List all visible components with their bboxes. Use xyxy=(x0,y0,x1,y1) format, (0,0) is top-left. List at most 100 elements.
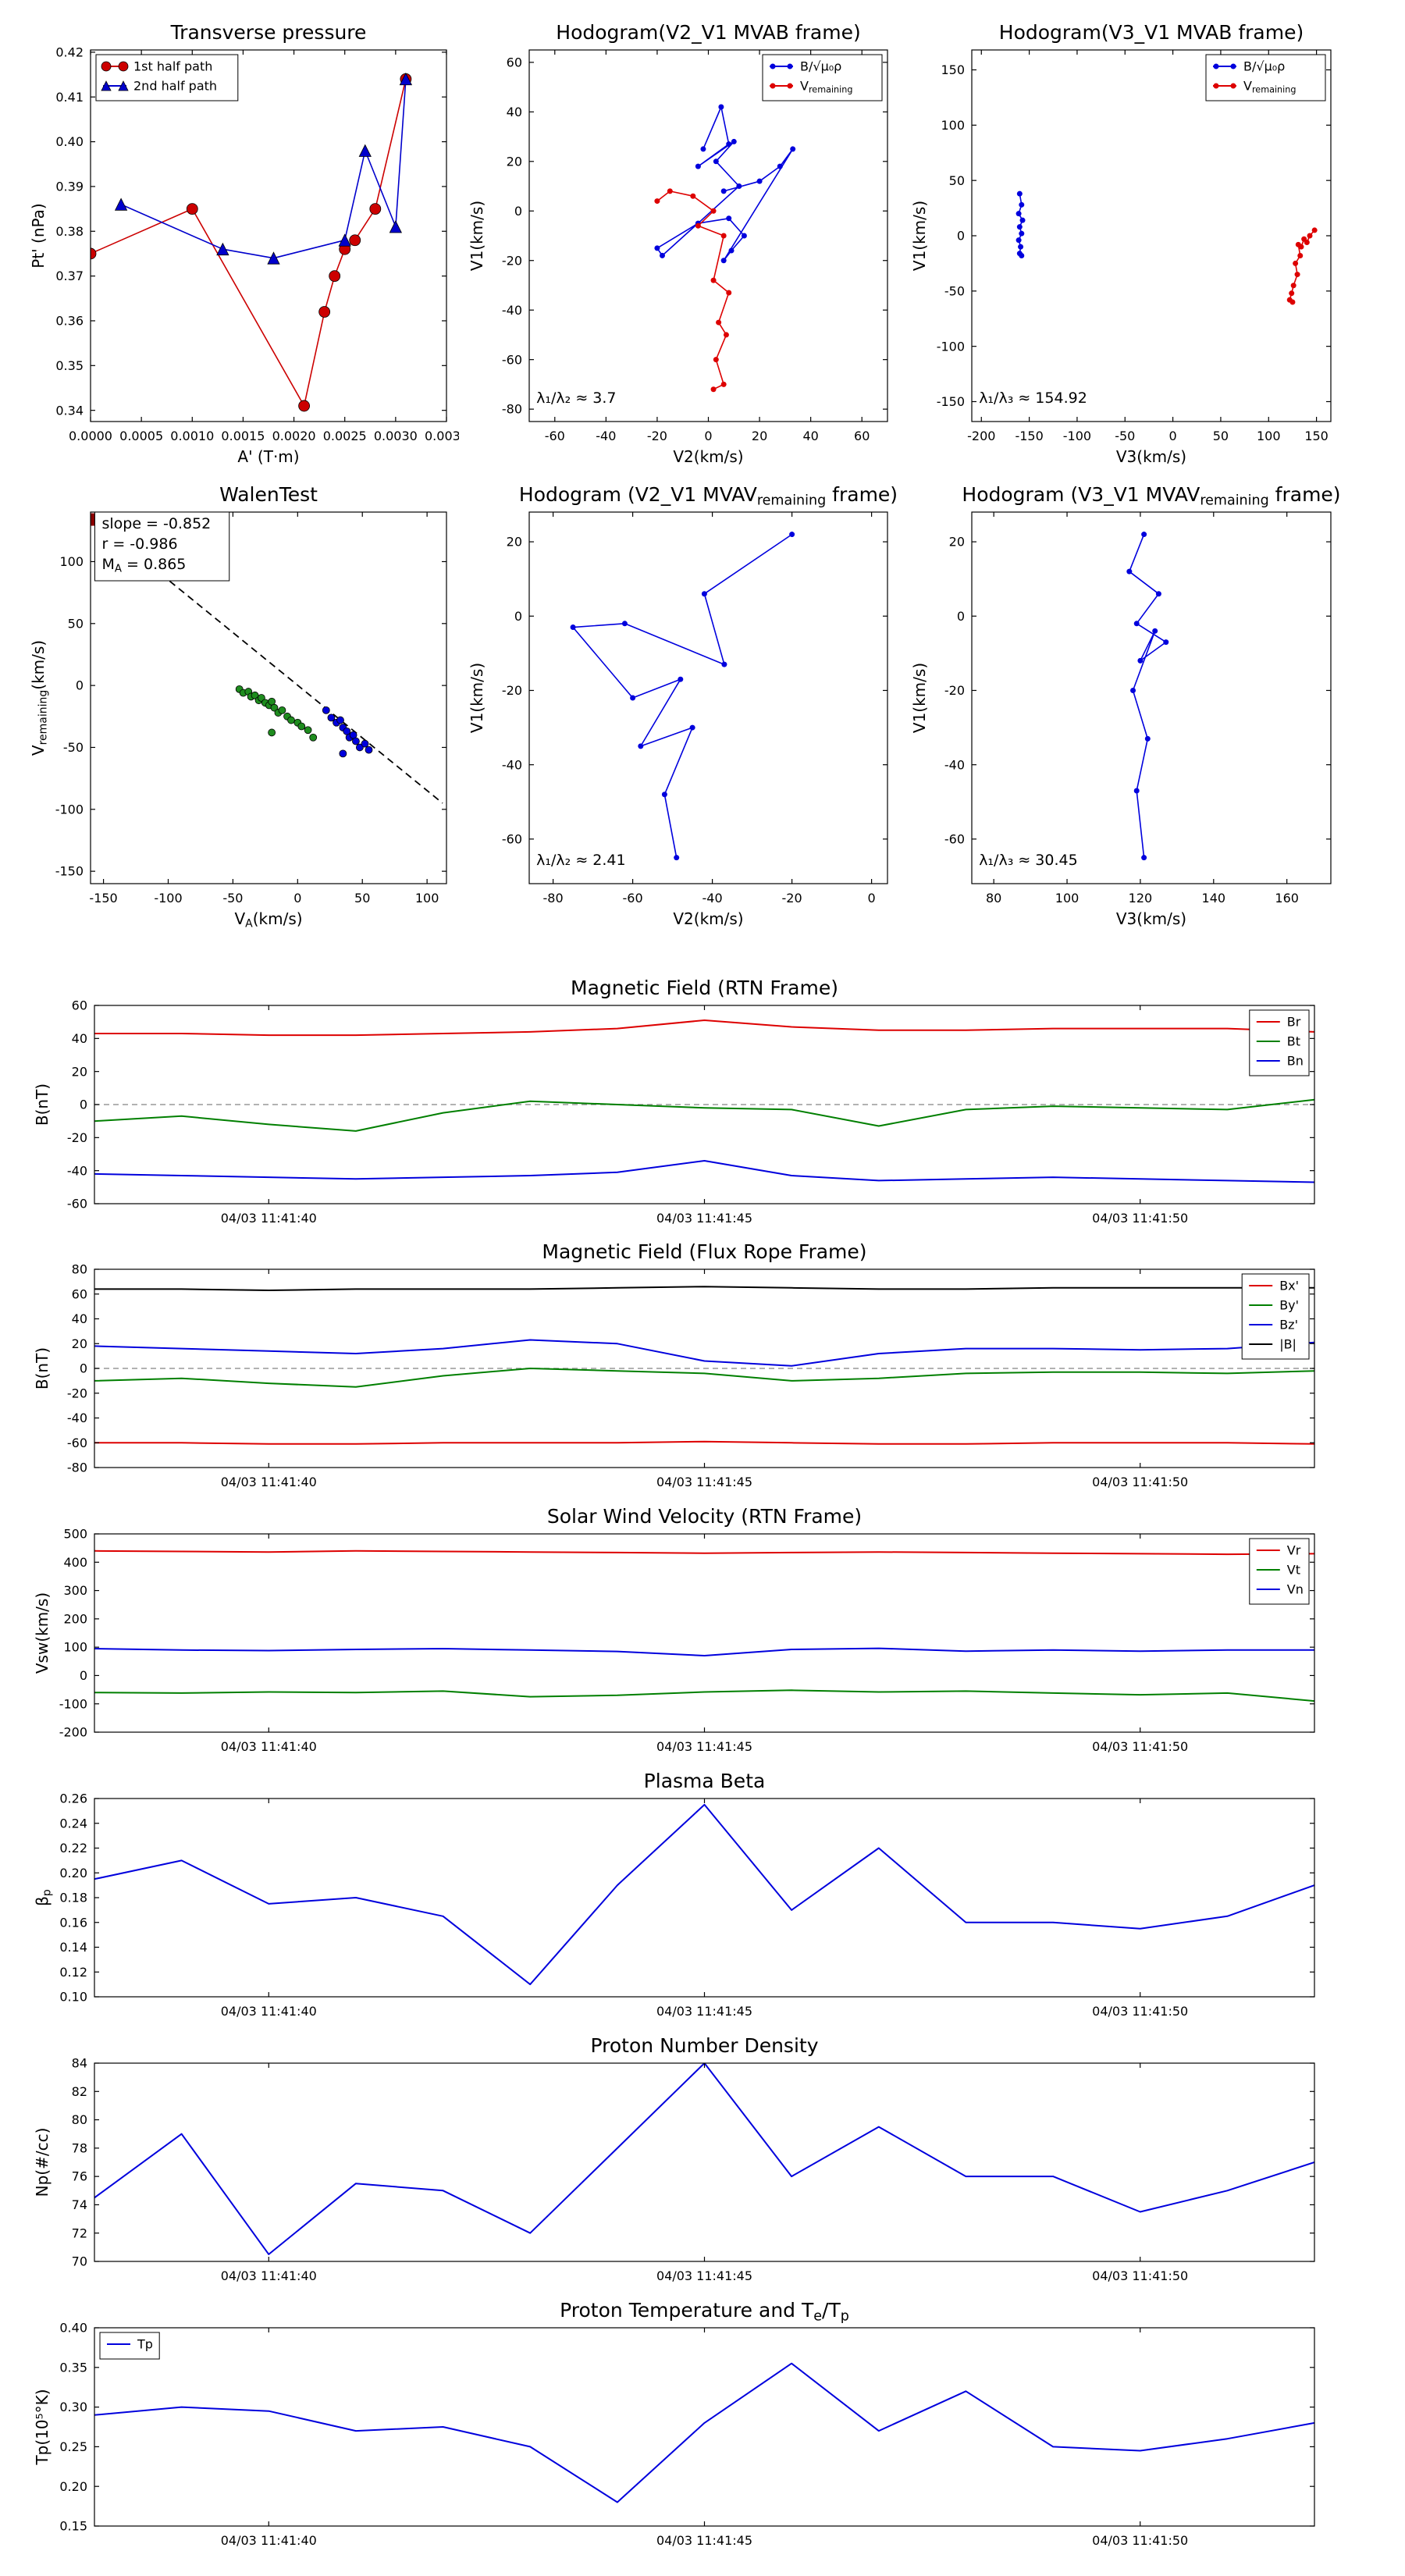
marker xyxy=(304,726,312,735)
x-tick-label: 0.0005 xyxy=(119,429,163,443)
y-tick-label: 0 xyxy=(957,609,965,624)
marker xyxy=(667,188,673,194)
y-tick-label: 150 xyxy=(941,62,965,77)
marker xyxy=(358,144,372,157)
chart-svg-magnetic-field-flux-rope: 04/03 11:41:40 04/03 11:41:45 04/03 11:41:… xyxy=(33,1240,1315,1489)
marker xyxy=(661,792,667,798)
x-tick-label: -200 xyxy=(967,429,995,443)
marker xyxy=(1019,253,1025,258)
x-tick-label: 04/03 11:41:45 xyxy=(656,2268,752,2283)
legend-box xyxy=(1205,54,1326,101)
marker xyxy=(1295,241,1301,247)
chart-title: Hodogram(V3_V1 MVAB frame) xyxy=(999,21,1304,44)
plot-area xyxy=(529,512,887,884)
marker xyxy=(726,290,732,296)
marker xyxy=(1016,190,1023,197)
series-line-By' xyxy=(94,1368,1314,1388)
chart-svg-walen-test: -150 -100 -50 0 50 100 -150 -100 -50 0 50 100 VA(km/… xyxy=(29,483,447,930)
x-tick-label: 04/03 11:41:40 xyxy=(221,1475,317,1489)
marker xyxy=(361,739,369,748)
y-tick-label: 0.20 xyxy=(59,1866,87,1880)
y-tick-label: 0.25 xyxy=(59,2439,87,2454)
marker xyxy=(389,220,403,233)
marker xyxy=(726,215,732,222)
marker xyxy=(713,158,719,165)
x-tick-label: 150 xyxy=(1304,429,1329,443)
marker xyxy=(731,138,737,144)
y-tick-label: 0.37 xyxy=(55,269,84,283)
y-tick-label: -40 xyxy=(944,757,965,772)
x-tick-label: 0 xyxy=(868,891,876,906)
y-tick-label: 0.20 xyxy=(59,2479,87,2494)
marker xyxy=(723,332,729,338)
y-tick-label: 0 xyxy=(76,678,84,693)
y-tick-label: 0.18 xyxy=(59,1891,87,1905)
y-tick-label: -150 xyxy=(55,864,84,879)
legend-label: 1st half path xyxy=(133,59,212,74)
chart-hodogram-v3v1-mvab: -200 -150 -100 -50 0 50 100 150 -150 -100 -50 0 50 10… xyxy=(898,12,1343,482)
chart-svg-hodogram-v3v1-mvav: 80 100 120 140 160 -60 -40 -20 0 20 V3(km/s) V1(km/… xyxy=(910,483,1341,928)
marker xyxy=(216,242,229,256)
chart-hodogram-v3v1-mvav: 80 100 120 140 160 -60 -40 -20 0 20 V3(km/s) V1(km/… xyxy=(898,475,1343,945)
y-tick-label: 76 xyxy=(72,2169,87,2184)
chart-svg-hodogram-v2v1-mvab: -60 -40 -20 0 20 40 60 -80 -60 -40 -20 0 20 40 60 V2(km… xyxy=(468,21,888,466)
chart-title: Proton Temperature and Te/Tp xyxy=(560,2299,849,2325)
annotation-box xyxy=(94,511,230,582)
x-tick-label: -150 xyxy=(1015,429,1043,443)
y-tick-label: 80 xyxy=(72,1262,87,1277)
marker xyxy=(1311,227,1318,233)
legend-label: 2nd half path xyxy=(133,79,217,94)
y-tick-label: 40 xyxy=(507,105,522,119)
chart-transverse-pressure: 0.0000 0.0005 0.0010 0.0015 0.0020 0.0025 0.00… xyxy=(16,12,468,482)
legend-label: B/√μ₀ρ xyxy=(1243,59,1285,74)
y-tick-label: 0.26 xyxy=(59,1791,87,1806)
x-tick-label: 100 xyxy=(1055,891,1080,906)
x-axis-label: VA(km/s) xyxy=(234,909,302,930)
series-line-Br xyxy=(94,1019,1314,1037)
series-line-|B| xyxy=(94,1286,1314,1291)
x-tick-label: 04/03 11:41:50 xyxy=(1092,1475,1188,1489)
marker xyxy=(101,61,112,72)
x-tick-label: 04/03 11:41:45 xyxy=(656,1475,752,1489)
marker xyxy=(352,737,360,745)
y-tick-label: -40 xyxy=(502,757,522,772)
marker xyxy=(356,743,364,752)
y-tick-label: 0 xyxy=(80,1361,87,1376)
marker xyxy=(369,203,382,215)
plot-area xyxy=(972,512,1331,884)
marker xyxy=(1019,201,1025,208)
marker xyxy=(1155,591,1161,597)
x-axis-label: V3(km/s) xyxy=(1116,447,1186,466)
marker xyxy=(710,277,717,283)
plot-frame xyxy=(528,511,888,884)
y-tick-label: 40 xyxy=(72,1311,87,1326)
x-tick-label: 04/03 11:41:45 xyxy=(656,2004,752,2019)
marker xyxy=(322,706,330,714)
y-tick-label: -50 xyxy=(63,740,84,755)
y-tick-label: 0 xyxy=(80,1668,87,1683)
marker xyxy=(267,251,280,265)
y-tick-label: 50 xyxy=(949,173,965,188)
series-line-Bt xyxy=(94,1098,1314,1132)
marker xyxy=(789,532,795,538)
marker xyxy=(728,247,735,254)
chart-walen-test: -150 -100 -50 0 50 100 -150 -100 -50 0 50 100 VA(km/… xyxy=(16,475,459,945)
y-tick-label: -60 xyxy=(502,831,522,846)
x-tick-label: 160 xyxy=(1275,891,1299,906)
chart-title: Magnetic Field (Flux Rope Frame) xyxy=(542,1240,866,1263)
y-tick-label: -200 xyxy=(59,1725,87,1740)
y-tick-label: 0.15 xyxy=(59,2519,87,2534)
legend-box xyxy=(95,54,239,101)
y-tick-label: 0.40 xyxy=(59,2321,87,2336)
x-tick-label: -80 xyxy=(543,891,564,906)
y-tick-label: 200 xyxy=(63,1611,87,1626)
marker xyxy=(297,722,306,731)
y-tick-label: 300 xyxy=(63,1583,87,1598)
chart-hodogram-v2v1-mvab: -60 -40 -20 0 20 40 60 -80 -60 -40 -20 0 20 40 60 V2(km… xyxy=(455,12,900,482)
y-tick-label: 20 xyxy=(949,535,965,550)
y-tick-label: 70 xyxy=(72,2254,87,2269)
plot-area xyxy=(91,50,446,422)
chart-title: Hodogram (V3_V1 MVAVremaining frame) xyxy=(962,483,1340,509)
y-tick-label: 0 xyxy=(514,204,522,219)
